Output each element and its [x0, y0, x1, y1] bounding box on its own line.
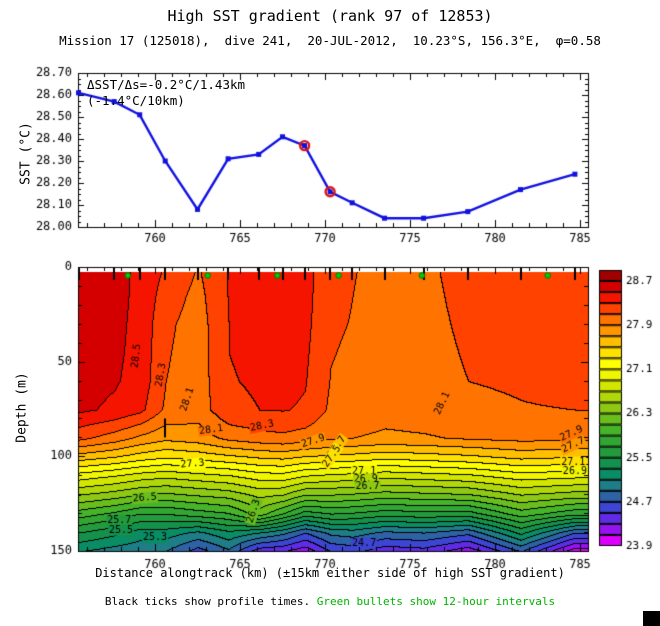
page-title: High SST gradient (rank 97 of 12853) [167, 7, 493, 25]
sst-axis-label: SST (°C) [18, 122, 34, 185]
distance-axis-label: Distance alongtrack (km) (±15km either s… [95, 566, 565, 580]
depth-axis-label: Depth (m) [14, 372, 30, 443]
corner-black-square [643, 611, 660, 626]
subtitle: Mission 17 (125018), dive 241, 20-JUL-20… [59, 33, 601, 48]
gradient-annotation-line1: ΔSST/Δs=-0.2°C/1.43km [87, 77, 246, 92]
caption-green-bullets: Green bullets show 12-hour intervals [316, 595, 556, 608]
gradient-annotation-line2: (-1.4°C/10km) [87, 93, 185, 108]
caption: Black ticks show profile times. Green bu… [0, 595, 660, 608]
caption-black-ticks: Black ticks show profile times. [104, 595, 317, 608]
